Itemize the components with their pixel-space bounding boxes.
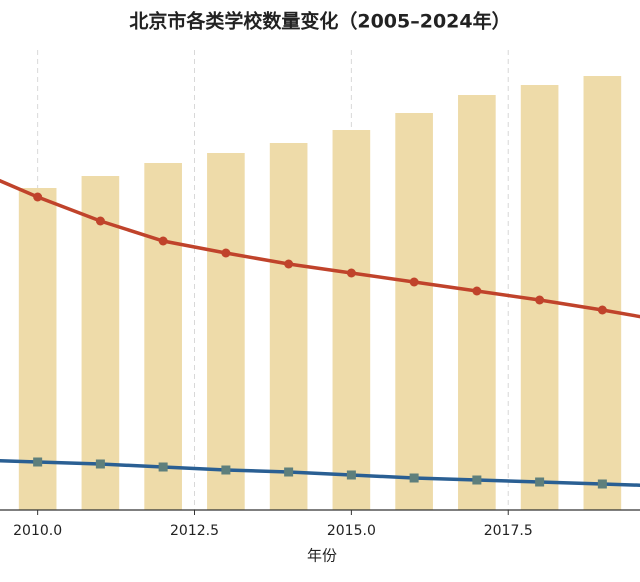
bar (207, 153, 245, 510)
marker (346, 268, 356, 278)
marker (221, 248, 231, 258)
bar (81, 176, 120, 510)
x-tick-label: 2010.0 (13, 523, 62, 539)
x-tick-label: 2015.0 (327, 523, 376, 539)
marker (284, 467, 294, 477)
marker (597, 305, 607, 315)
marker (346, 470, 356, 480)
x-tick-label: 2017.5 (484, 523, 533, 539)
marker (472, 475, 482, 485)
marker (95, 216, 105, 226)
marker (33, 457, 43, 467)
marker (409, 277, 419, 287)
bar (269, 143, 308, 510)
bar (395, 113, 433, 510)
marker (33, 192, 43, 202)
line (0, 178, 640, 319)
marker (535, 295, 545, 305)
marker (472, 286, 482, 296)
x-tick-label: 2012.5 (170, 523, 219, 539)
chart-title: 北京市各类学校数量变化（2005–2024年） (129, 10, 510, 33)
marker (535, 477, 545, 487)
marker (95, 459, 105, 469)
marker (158, 236, 168, 246)
bar (583, 76, 622, 510)
x-axis-label: 年份 (307, 547, 337, 565)
marker (409, 473, 419, 483)
bar (18, 188, 57, 510)
marker (221, 465, 231, 475)
marker (158, 462, 168, 472)
bar (458, 95, 496, 510)
marker (284, 259, 294, 269)
bar (144, 163, 182, 510)
marker (597, 479, 607, 489)
bar (332, 130, 371, 510)
line (0, 459, 640, 487)
